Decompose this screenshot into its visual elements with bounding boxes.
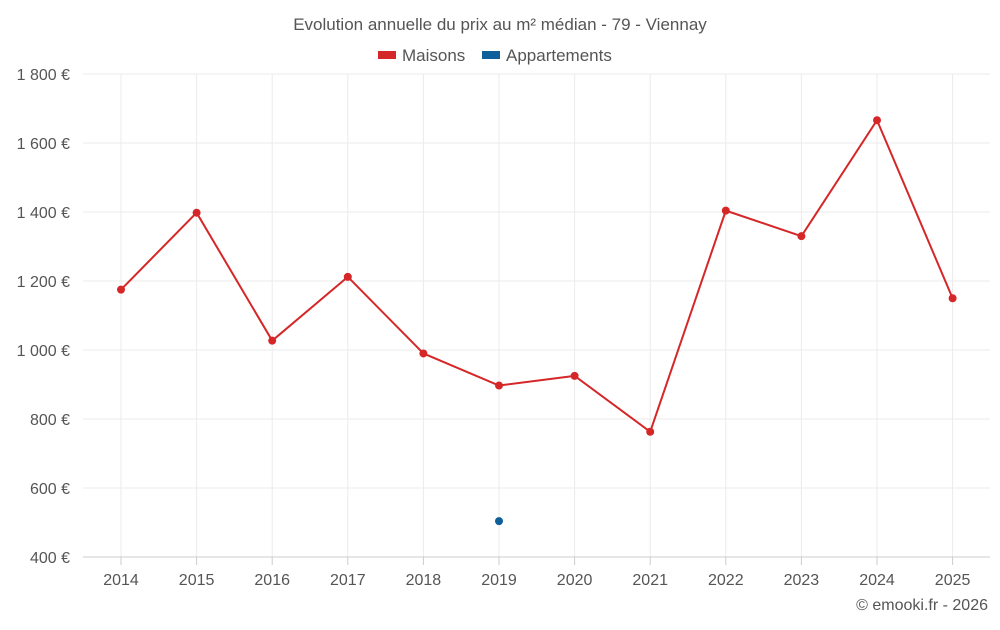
series-layer — [117, 116, 957, 526]
legend-item-appartements[interactable]: Appartements — [482, 46, 612, 65]
credit-text: © emooki.fr - 2026 — [856, 597, 988, 614]
x-axis: 2014 2015 2016 2017 2018 2019 2020 2021 2022 2023… — [83, 556, 990, 589]
x-tick-label: 2020 — [557, 572, 593, 589]
y-tick-label: 1 200 € — [17, 274, 70, 291]
y-tick-label: 1 000 € — [17, 343, 70, 360]
data-point-maisons[interactable] — [646, 427, 655, 436]
legend-item-maisons[interactable]: Maisons — [378, 46, 465, 65]
y-tick-label: 400 € — [30, 550, 70, 567]
data-point-maisons[interactable] — [192, 208, 201, 217]
data-point-maisons[interactable] — [419, 349, 428, 358]
x-tick-label: 2018 — [406, 572, 442, 589]
y-tick-label: 1 600 € — [17, 136, 70, 153]
legend-label-maisons: Maisons — [402, 46, 465, 65]
data-point-maisons[interactable] — [570, 371, 579, 380]
series-line-maisons — [120, 119, 954, 433]
y-tick-label: 800 € — [30, 412, 70, 429]
data-point-maisons[interactable] — [873, 116, 881, 125]
x-tick-label: 2024 — [859, 572, 895, 589]
x-tick-label: 2025 — [935, 572, 971, 589]
data-point-maisons[interactable] — [948, 294, 957, 303]
legend-swatch-appartements — [482, 51, 500, 59]
data-point-maisons[interactable] — [797, 232, 806, 241]
legend: Maisons Appartements — [378, 46, 612, 65]
y-axis: 400 € 600 € 800 € 1 000 € 1 200 € 1 400 € 1 60… — [17, 67, 70, 567]
legend-label-appartements: Appartements — [506, 46, 612, 65]
y-tick-label: 1 400 € — [17, 205, 70, 222]
data-point-maisons[interactable] — [495, 381, 503, 390]
data-point-maisons[interactable] — [268, 336, 277, 345]
x-tick-label: 2016 — [254, 572, 290, 589]
x-tick-label: 2021 — [632, 572, 668, 589]
data-point-maisons[interactable] — [721, 206, 730, 215]
chart-title: Evolution annuelle du prix au m² médian … — [293, 15, 707, 34]
y-tick-label: 600 € — [30, 481, 70, 498]
y-tick-label: 1 800 € — [17, 67, 70, 84]
data-point-maisons[interactable] — [343, 272, 352, 281]
x-tick-label: 2014 — [103, 572, 139, 589]
grid — [83, 73, 990, 558]
legend-swatch-maisons — [378, 51, 396, 59]
x-tick-label: 2019 — [481, 572, 517, 589]
x-tick-label: 2022 — [708, 572, 744, 589]
x-tick-label: 2015 — [179, 572, 215, 589]
data-point-appartements[interactable] — [495, 517, 503, 526]
x-tick-label: 2023 — [784, 572, 820, 589]
data-point-maisons[interactable] — [117, 285, 125, 294]
x-tick-label: 2017 — [330, 572, 366, 589]
